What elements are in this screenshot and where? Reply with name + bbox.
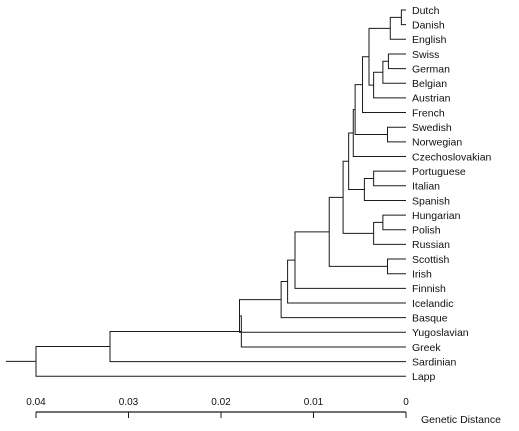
- leaf-label-finnish: Finnish: [412, 283, 446, 295]
- branch-0: [400, 9, 406, 26]
- branch-5: [368, 27, 391, 86]
- dendrogram-branches: [6, 9, 406, 377]
- branch-12: [348, 132, 365, 190]
- branch-1: [389, 16, 406, 40]
- branch-9: [352, 109, 406, 157]
- leaf-label-italian: Italian: [412, 181, 440, 193]
- leaf-labels: Dutch Danish English Swiss German Belgian Aust…: [412, 5, 492, 383]
- branch-20: [280, 281, 406, 319]
- tick-label-3: 0.01: [304, 397, 324, 408]
- leaf-label-spanish: Spanish: [412, 195, 450, 207]
- leaf-label-icelandic: Icelandic: [412, 298, 453, 310]
- leaf-label-portuguese: Portuguese: [412, 166, 466, 178]
- branch-10: [373, 170, 406, 187]
- branch-3: [382, 60, 406, 84]
- leaf-label-swedish: Swedish: [412, 122, 452, 134]
- branch-8: [354, 84, 388, 136]
- leaf-label-swiss: Swiss: [412, 49, 439, 61]
- branch-7: [387, 126, 406, 143]
- branch-16: [387, 258, 406, 275]
- leaf-label-norwegian: Norwegian: [412, 137, 462, 149]
- branch-4: [373, 71, 406, 99]
- leaf-label-basque: Basque: [412, 312, 448, 324]
- leaf-label-german: German: [412, 63, 450, 75]
- distance-axis: 0.04 0.03 0.02 0.01 0 Genetic Distance: [26, 397, 501, 426]
- leaf-label-scottish: Scottish: [412, 254, 450, 266]
- tick-label-4: 0: [403, 397, 409, 408]
- branch-21: [239, 299, 406, 333]
- leaf-label-danish: Danish: [412, 19, 445, 31]
- leaf-label-austrian: Austrian: [412, 93, 451, 105]
- leaf-label-czechoslovakian: Czechoslovakian: [412, 151, 492, 163]
- branch-22: [239, 315, 406, 348]
- leaf-label-greek: Greek: [412, 342, 441, 354]
- branch-14: [373, 221, 406, 245]
- branch-18: [294, 231, 406, 289]
- leaf-label-polish: Polish: [412, 225, 441, 237]
- leaf-label-english: English: [412, 34, 447, 46]
- tick-label-0: 0.04: [26, 397, 46, 408]
- leaf-label-sardinian: Sardinian: [412, 356, 457, 368]
- leaf-label-yugoslavian: Yugoslavian: [412, 327, 469, 339]
- leaf-label-russian: Russian: [412, 239, 450, 251]
- tick-label-2: 0.02: [211, 397, 231, 408]
- leaf-label-lapp: Lapp: [412, 371, 436, 383]
- leaf-label-french: French: [412, 107, 445, 119]
- branch-2: [387, 53, 406, 70]
- leaf-label-belgian: Belgian: [412, 78, 447, 90]
- leaf-label-dutch: Dutch: [412, 5, 440, 17]
- branch-11: [363, 177, 406, 201]
- leaf-label-irish: Irish: [412, 269, 432, 281]
- axis-title: Genetic Distance: [421, 414, 501, 426]
- branch-13: [382, 214, 406, 231]
- branch-15: [342, 160, 374, 234]
- axis-ticks: 0.04 0.03 0.02 0.01 0: [26, 397, 409, 418]
- branch-17: [328, 196, 388, 267]
- leaf-label-hungarian: Hungarian: [412, 210, 461, 222]
- tick-label-1: 0.03: [119, 397, 139, 408]
